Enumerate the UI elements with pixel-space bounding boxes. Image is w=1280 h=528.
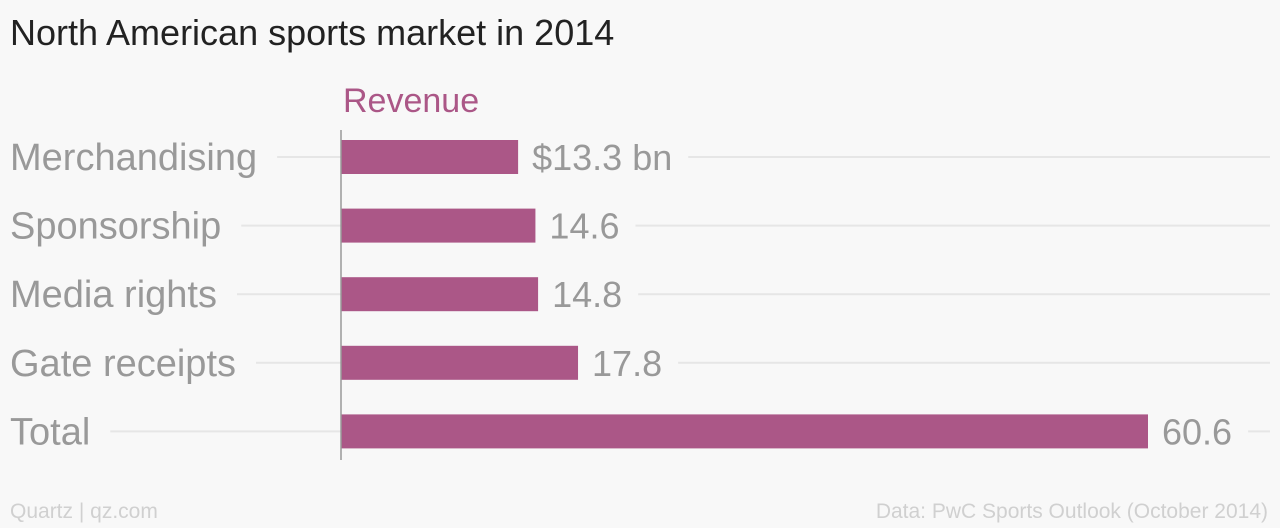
- category-label: Sponsorship: [10, 206, 221, 248]
- value-label: 17.8: [592, 343, 662, 384]
- bar: [341, 414, 1148, 449]
- category-label: Merchandising: [10, 137, 257, 179]
- series-label: Revenue: [343, 82, 479, 120]
- category-label: Total: [10, 411, 90, 453]
- footer-credit: Quartz | qz.com: [10, 500, 158, 523]
- value-label: 60.6: [1162, 411, 1232, 452]
- value-label: 14.8: [552, 274, 622, 315]
- bar: [341, 140, 519, 174]
- value-label: 14.6: [549, 206, 619, 247]
- footer-source: Data: PwC Sports Outlook (October 2014): [875, 500, 1268, 523]
- bar: [341, 345, 579, 380]
- category-label: Gate receipts: [10, 343, 236, 385]
- category-label: Media rights: [10, 274, 217, 316]
- chart-title: North American sports market in 2014: [10, 12, 615, 53]
- value-label: $13.3 bn: [532, 137, 672, 178]
- bar: [341, 208, 536, 243]
- bar: [341, 277, 539, 312]
